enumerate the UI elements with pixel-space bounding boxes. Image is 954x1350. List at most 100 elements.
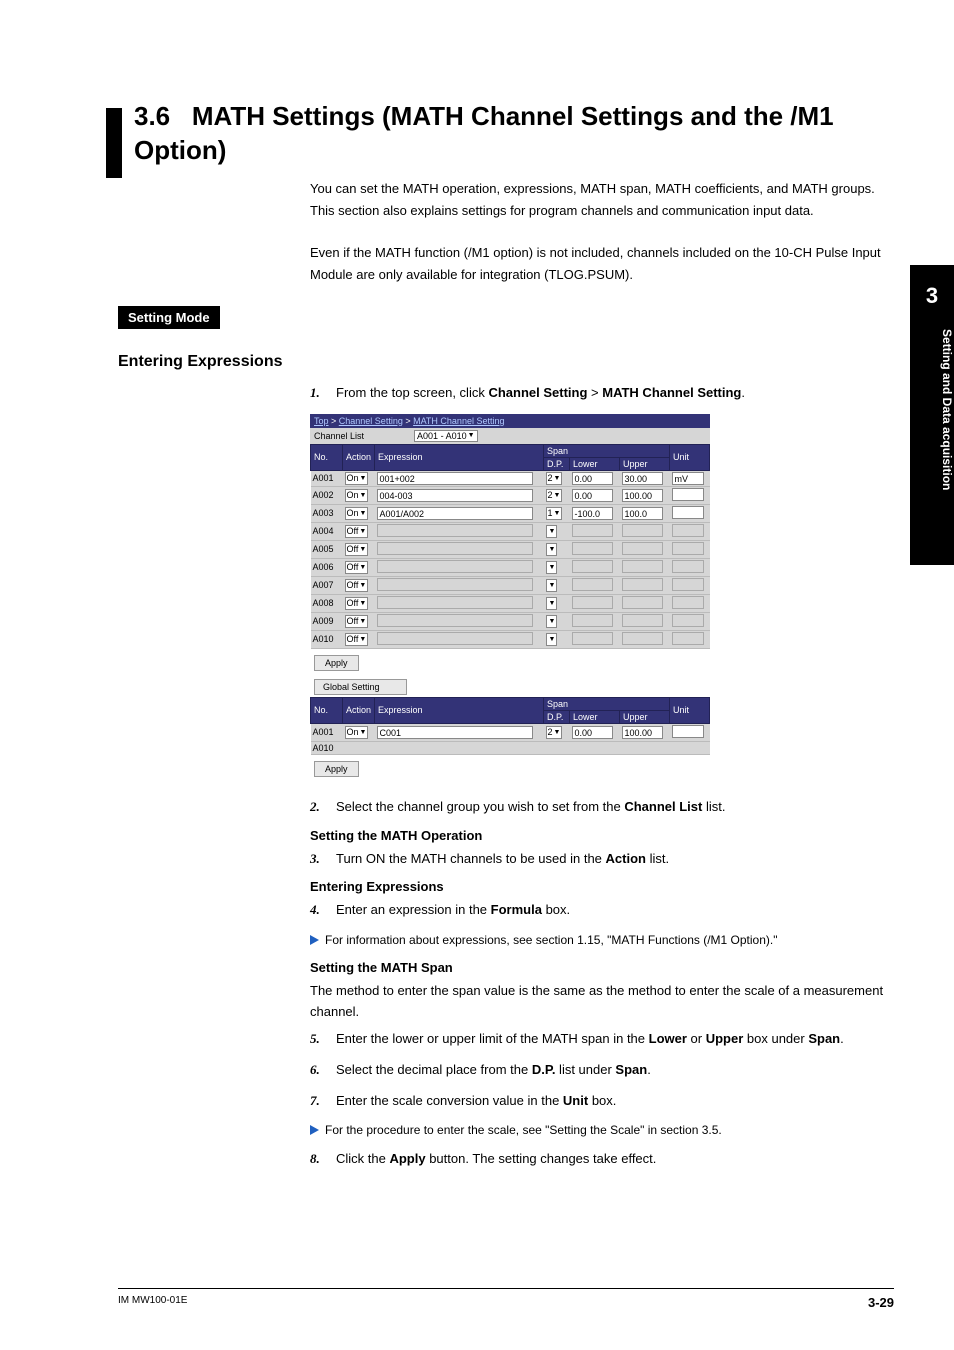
table-row: A006 Off▼ ▼ — [311, 558, 710, 576]
unit-input[interactable] — [672, 578, 704, 591]
lower-input[interactable]: 0.00 — [572, 472, 613, 485]
upper-input[interactable]: 30.00 — [622, 472, 663, 485]
expression-input[interactable] — [377, 524, 534, 537]
lower-input[interactable]: 0.00 — [572, 726, 613, 739]
dp-select[interactable]: 2▼ — [546, 472, 563, 485]
lower-input[interactable]: 0.00 — [572, 489, 613, 502]
expression-input[interactable] — [377, 614, 534, 627]
gcol-upper: Upper — [620, 710, 670, 723]
cell-upper: 100.0 — [620, 504, 670, 522]
unit-input[interactable] — [672, 560, 704, 573]
action-select[interactable]: Off▼ — [345, 525, 369, 538]
dp-select[interactable]: 2▼ — [546, 726, 563, 739]
expression-input[interactable]: 001+002 — [377, 472, 534, 485]
lower-input[interactable] — [572, 596, 613, 609]
lower-input[interactable] — [572, 560, 613, 573]
cell-action: On▼ — [343, 504, 375, 522]
apply-button-2[interactable]: Apply — [314, 761, 359, 777]
unit-input[interactable] — [672, 632, 704, 645]
dp-select[interactable]: ▼ — [546, 561, 558, 574]
cell-dp: 1▼ — [544, 504, 570, 522]
global-setting-button[interactable]: Global Setting — [314, 679, 407, 695]
dp-select[interactable]: ▼ — [546, 615, 558, 628]
cell-upper — [620, 594, 670, 612]
action-select[interactable]: On▼ — [345, 472, 369, 485]
action-select[interactable]: Off▼ — [345, 579, 369, 592]
lower-input[interactable] — [572, 542, 613, 555]
gcol-span: Span — [544, 697, 670, 710]
unit-input[interactable]: mV — [672, 472, 704, 485]
upper-input[interactable] — [622, 632, 663, 645]
upper-input[interactable]: 100.00 — [622, 726, 663, 739]
unit-input[interactable] — [672, 542, 704, 555]
upper-input[interactable] — [622, 596, 663, 609]
unit-input[interactable] — [672, 506, 704, 519]
unit-input[interactable] — [672, 725, 704, 738]
triangle-icon — [310, 1125, 319, 1135]
action-select[interactable]: Off▼ — [345, 615, 369, 628]
apply-button[interactable]: Apply — [314, 655, 359, 671]
expression-input[interactable] — [377, 596, 534, 609]
cell-action: Off▼ — [343, 594, 375, 612]
cell-action: Off▼ — [343, 630, 375, 648]
expression-input[interactable] — [377, 578, 534, 591]
cell-action: On▼ — [343, 470, 375, 486]
channel-list-select[interactable]: A001 - A010▼ — [414, 430, 477, 442]
upper-input[interactable] — [622, 578, 663, 591]
lower-input[interactable] — [572, 578, 613, 591]
cell-expr — [375, 594, 544, 612]
dp-select[interactable]: ▼ — [546, 633, 558, 646]
upper-input[interactable] — [622, 614, 663, 627]
table-row: A008 Off▼ ▼ — [311, 594, 710, 612]
lower-input[interactable] — [572, 632, 613, 645]
dp-select[interactable]: ▼ — [546, 579, 558, 592]
expression-input[interactable]: C001 — [377, 726, 534, 739]
expression-input[interactable] — [377, 542, 534, 555]
expression-input[interactable] — [377, 632, 534, 645]
unit-input[interactable] — [672, 614, 704, 627]
unit-input[interactable] — [672, 524, 704, 537]
breadcrumb-channel[interactable]: Channel Setting — [339, 416, 403, 426]
upper-input[interactable]: 100.0 — [622, 507, 663, 520]
step-4: 4. Enter an expression in the Formula bo… — [310, 900, 894, 921]
intro-paragraph-2: Even if the MATH function (/M1 option) i… — [310, 242, 894, 286]
gcol-expression: Expression — [375, 697, 544, 723]
upper-input[interactable] — [622, 560, 663, 573]
dp-select[interactable]: 1▼ — [546, 507, 563, 520]
action-select[interactable]: Off▼ — [345, 597, 369, 610]
expression-input[interactable] — [377, 560, 534, 573]
breadcrumb-top[interactable]: Top — [314, 416, 329, 426]
expression-input[interactable]: 004-003 — [377, 489, 534, 502]
lower-input[interactable] — [572, 614, 613, 627]
step-number: 5. — [310, 1029, 336, 1050]
cell-expr: 004-003 — [375, 486, 544, 504]
cell-lower — [570, 576, 620, 594]
upper-input[interactable]: 100.00 — [622, 489, 663, 502]
cell-expr: A001/A002 — [375, 504, 544, 522]
action-select[interactable]: On▼ — [345, 726, 369, 739]
unit-input[interactable] — [672, 596, 704, 609]
cell-action: On▼ — [343, 723, 375, 741]
lower-input[interactable]: -100.0 — [572, 507, 613, 520]
action-select[interactable]: On▼ — [345, 489, 369, 502]
dp-select[interactable]: ▼ — [546, 543, 558, 556]
dp-select[interactable]: ▼ — [546, 525, 558, 538]
table-row: A010 — [311, 741, 710, 754]
dp-select[interactable]: ▼ — [546, 597, 558, 610]
section-heading: MATH Settings (MATH Channel Settings and… — [134, 101, 834, 165]
upper-input[interactable] — [622, 542, 663, 555]
table-row: A001 On▼ C001 2▼ 0.00 100.00 — [311, 723, 710, 741]
action-select[interactable]: Off▼ — [345, 543, 369, 556]
action-select[interactable]: Off▼ — [345, 561, 369, 574]
unit-input[interactable] — [672, 488, 704, 501]
dp-select[interactable]: 2▼ — [546, 489, 563, 502]
breadcrumb-math[interactable]: MATH Channel Setting — [413, 416, 504, 426]
expression-input[interactable]: A001/A002 — [377, 507, 534, 520]
action-select[interactable]: Off▼ — [345, 633, 369, 646]
action-select[interactable]: On▼ — [345, 507, 369, 520]
upper-input[interactable] — [622, 524, 663, 537]
section-title: 3.6 MATH Settings (MATH Channel Settings… — [134, 100, 894, 168]
gcol-no: No. — [311, 697, 343, 723]
lower-input[interactable] — [572, 524, 613, 537]
table-row: A007 Off▼ ▼ — [311, 576, 710, 594]
